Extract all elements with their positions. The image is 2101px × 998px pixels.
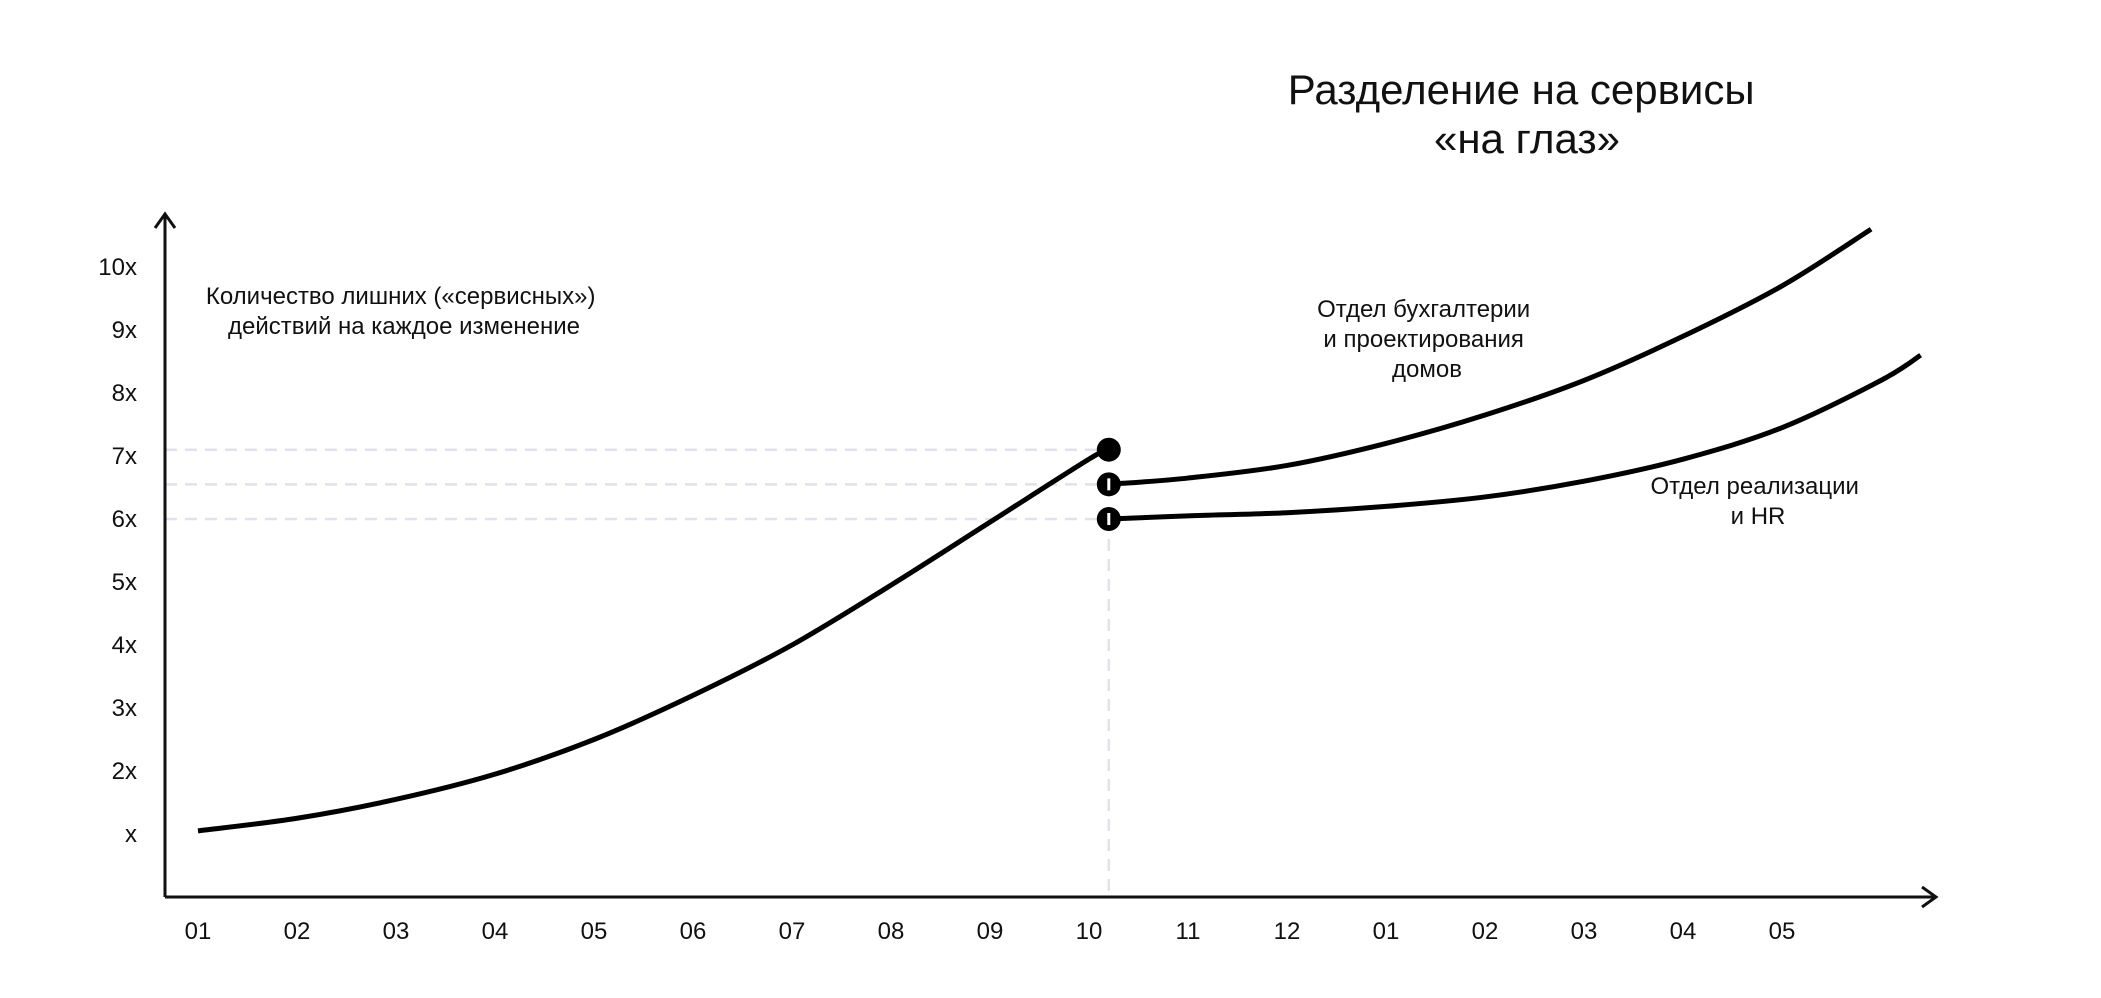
chart-title-line-1: Разделение на сервисы [1288,66,1755,113]
y-tick-label: 6x [112,506,137,533]
x-tick-label: 09 [977,918,1004,945]
x-tick-label: 01 [1373,918,1400,945]
y-tick-label: x [125,821,137,848]
series-line-3 [1108,353,1922,522]
y-tick-label: 7x [112,443,137,470]
x-tick-labels: 01 02 03 04 05 06 07 08 09 10 11 12 01 02 03 04 05 [185,918,1796,945]
x-tick-label: 10 [1076,918,1103,945]
y-axis-label-line-2: действий на каждое изменение [228,313,580,340]
y-tick-label: 9x [112,317,137,344]
series-label-sales: Отдел реализации и HR [1650,473,1865,530]
y-axis-label: Количество лишних («сервисных») действий… [206,283,602,340]
series-label-accounting-line-1: Отдел бухгалтерии [1317,296,1530,323]
reference-lines [165,448,1111,897]
x-tick-label: 06 [680,918,707,945]
chart-title-line-2: «на глаз» [1434,115,1620,162]
series-label-accounting-line-2: и проектирования [1323,326,1523,353]
chart-title: Разделение на сервисы «на глаз» [1288,66,1766,162]
series-markers [1096,437,1121,531]
y-axis-arrowhead [153,211,177,229]
y-tick-labels: x 2x 3x 4x 5x 6x 7x 8x 9x 10x [98,254,137,848]
x-tick-label: 03 [1571,918,1598,945]
x-tick-label: 07 [779,918,806,945]
x-tick-label: 11 [1176,918,1201,945]
x-tick-label: 02 [1472,918,1499,945]
y-axis-label-line-1: Количество лишних («сервисных») [206,283,596,310]
axes [153,211,1939,909]
x-tick-label: 04 [482,918,509,945]
y-tick-label: 8x [112,380,137,407]
series-lines [197,227,1922,834]
x-tick-label: 02 [284,918,311,945]
x-tick-label: 08 [878,918,905,945]
x-tick-label: 05 [581,918,608,945]
series-end-marker [1096,437,1121,462]
x-tick-label: 03 [383,918,410,945]
series-line-2 [1108,227,1873,487]
x-axis-arrowhead [1921,885,1939,909]
y-tick-label: 4x [112,632,137,659]
x-tick-label: 05 [1769,918,1796,945]
y-tick-label: 10x [98,254,137,281]
series-label-sales-line-2: и HR [1731,503,1786,530]
series-line-1 [197,447,1110,834]
y-tick-label: 5x [112,569,137,596]
x-tick-label: 12 [1274,918,1301,945]
series-label-sales-line-1: Отдел реализации [1650,473,1858,500]
series-label-accounting-line-3: домов [1392,356,1462,383]
y-tick-label: 2x [112,758,137,785]
x-tick-label: 04 [1670,918,1697,945]
x-tick-label: 01 [185,918,212,945]
y-tick-label: 3x [112,695,137,722]
series-label-accounting: Отдел бухгалтерии и проектирования домов [1317,296,1537,383]
